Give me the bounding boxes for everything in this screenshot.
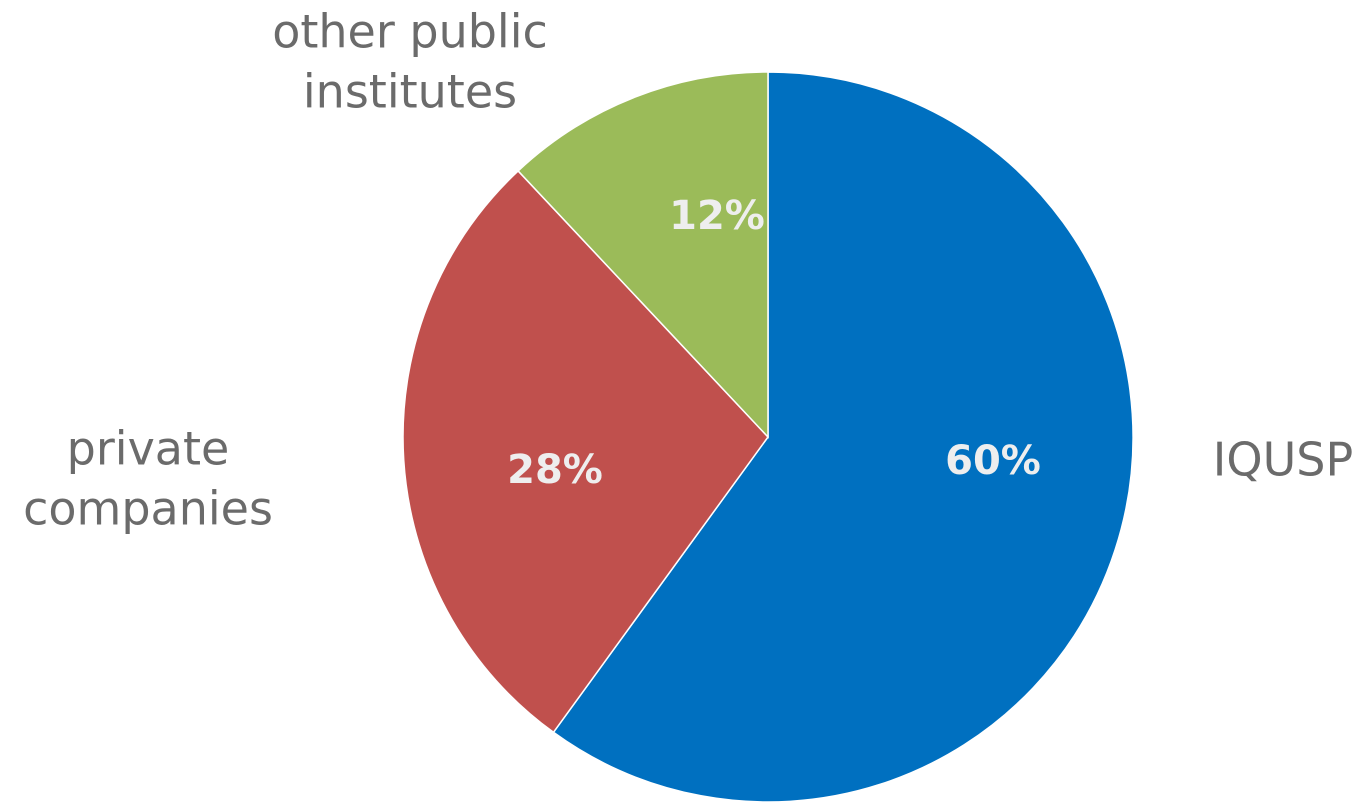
category-label-2-line-2: companies: [23, 482, 273, 536]
category-label-1-line-1: IQUSP: [1213, 433, 1353, 487]
category-label-2: private companies: [23, 422, 273, 536]
data-label-3: 12%: [669, 193, 765, 239]
data-label-2: 28%: [507, 447, 603, 493]
pie-slice-2: [402, 169, 769, 734]
category-label-2-line-1: private: [67, 422, 230, 476]
slices-layer: [402, 71, 1134, 802]
data-label-1: 60%: [945, 438, 1041, 484]
category-label-3-line-1: other public: [272, 5, 548, 59]
pie-slice-1: [552, 71, 1134, 802]
category-labels-layer: IQUSP private companies other public institu…: [23, 5, 1353, 536]
category-label-3-line-2: institutes: [303, 65, 517, 119]
category-label-1: IQUSP: [1213, 433, 1353, 487]
data-labels-layer: 60% 28% 12%: [507, 193, 1041, 493]
pie-slice-3: [517, 71, 769, 439]
category-label-3: other public institutes: [272, 5, 548, 119]
